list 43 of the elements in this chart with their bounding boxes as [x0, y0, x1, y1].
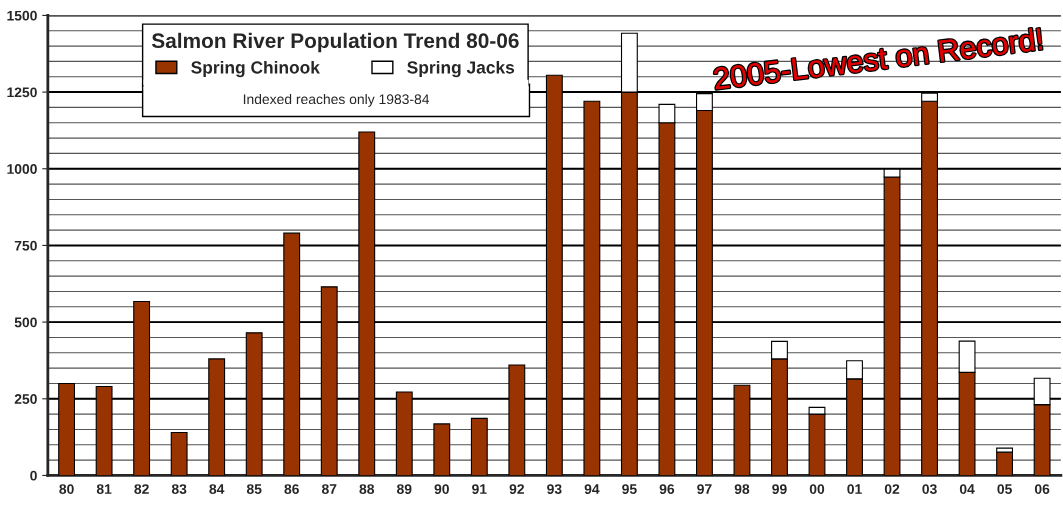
x-tick-label: 83: [171, 484, 187, 494]
text: Salmon River Population Trend 80-06: [151, 32, 519, 53]
x-tick-label: 02: [884, 484, 900, 494]
x-tick-label: 85: [246, 484, 262, 494]
x-tick-label: 84: [209, 484, 225, 494]
x-tick-label: 94: [584, 484, 600, 494]
annotation: Indexed reaches only 1983-84: [243, 93, 430, 107]
x-tick-label: 03: [922, 484, 937, 494]
y-tick-label: 1000: [7, 164, 37, 174]
annotation: 2005-Lowest on Record!: [713, 27, 1043, 90]
x-tick-label: 91: [472, 484, 487, 494]
x-tick-label: 81: [96, 484, 112, 494]
bar: [470, 417, 488, 476]
x-tick-label: 80: [59, 484, 74, 494]
x-tick-label: 93: [547, 484, 562, 494]
x-tick-label: 05: [997, 484, 1012, 494]
x-tick-label: 82: [134, 484, 149, 494]
x-tick-label: 01: [847, 484, 862, 494]
bar: [996, 451, 1014, 476]
x-tick-label: 00: [809, 484, 825, 494]
x-tick-label: 99: [772, 484, 787, 494]
x-tick-label: 86: [284, 484, 299, 494]
y-tick-label: 0: [30, 470, 37, 481]
legend-label: Spring Jacks: [407, 60, 515, 78]
x-tick-label: 96: [659, 484, 675, 494]
y-tick-label: 250: [14, 394, 37, 404]
x-tick-label: 89: [396, 484, 412, 494]
x-tick-label: 90: [434, 484, 449, 494]
bar: [433, 423, 451, 476]
legend-label: Spring Chinook: [191, 60, 320, 78]
y-tick-label: 1250: [7, 87, 37, 98]
x-tick-label: 88: [359, 484, 375, 494]
x-tick-label: 87: [321, 484, 337, 494]
x-tick-label: 97: [697, 484, 712, 494]
x-tick-label: 06: [1034, 484, 1050, 494]
x-tick-label: 98: [734, 484, 750, 494]
x-tick-label: 92: [509, 484, 524, 494]
y-tick-label: 1500: [7, 10, 37, 21]
x-tick-label: 04: [959, 484, 975, 494]
y-tick-label: 750: [14, 240, 37, 251]
bar: [170, 431, 188, 476]
x-tick-label: 95: [622, 484, 637, 494]
y-tick-label: 500: [14, 317, 37, 328]
